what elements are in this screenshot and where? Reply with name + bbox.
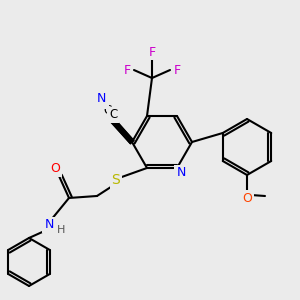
- Text: N: N: [97, 94, 107, 107]
- Text: H: H: [57, 225, 65, 235]
- Text: S: S: [112, 173, 120, 187]
- Text: C: C: [109, 109, 117, 122]
- Text: N: N: [96, 92, 106, 106]
- Text: C: C: [103, 104, 111, 118]
- Text: O: O: [242, 191, 252, 205]
- Text: F: F: [173, 64, 181, 76]
- Text: F: F: [148, 46, 156, 59]
- Text: F: F: [123, 64, 130, 76]
- Text: O: O: [50, 163, 60, 176]
- Text: N: N: [44, 218, 54, 232]
- Text: N: N: [176, 167, 186, 179]
